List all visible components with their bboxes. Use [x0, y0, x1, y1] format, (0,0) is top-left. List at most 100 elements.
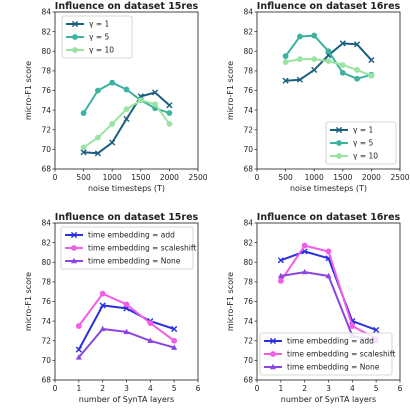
panel-3-ytick-label: 78: [41, 278, 51, 287]
panel-1-xtick-label: 1500: [131, 173, 150, 182]
panel-2-ytick-label: 74: [243, 106, 253, 115]
panel-4-ytick-label: 74: [243, 317, 253, 326]
panel-4-legend-label: time embedding = scaleshift: [287, 350, 395, 359]
panel-1-ytick-label: 76: [41, 86, 51, 95]
panel-1-ytick-label: 82: [41, 27, 51, 36]
panel-3-series-1-point: [75, 346, 82, 353]
panel-1-series-1-point: [123, 115, 130, 123]
panel-3-ytick-label: 70: [41, 356, 51, 365]
panel-1-legend-label: γ = 10: [89, 46, 114, 55]
panel-3-legend-box: [60, 226, 194, 270]
panel-1-series-1-point: [152, 89, 159, 96]
panel-3-series-3-point: [75, 354, 82, 360]
panel-3-series-1-point: [99, 302, 106, 309]
panel-3-xlabel: number of SynTA layers: [79, 395, 174, 404]
panel-3-series-2-point: [171, 337, 178, 344]
panel-1-ytick-label: 70: [41, 145, 51, 154]
panel-1-series-1-line: [83, 91, 171, 155]
panel-3-ytick-label: 76: [41, 297, 51, 306]
panel-1-ytick-label: 84: [41, 8, 51, 17]
panel-3-ytick-label: 68: [41, 376, 51, 385]
panel-4-xtick-label: 1: [278, 384, 283, 393]
panel-3-ytick-label: 74: [41, 317, 51, 326]
panel-2-xtick-label: 1500: [333, 173, 352, 182]
panel-2-xtick-label: 0: [255, 173, 260, 182]
panel-1-ylabel: micro-F1 score: [24, 61, 33, 120]
panel-1-series-1-point: [80, 149, 87, 156]
panel-4-ytick-label: 84: [243, 219, 253, 228]
panel-1-series-3-point: [152, 101, 159, 108]
panel-3-xtick-label: 0: [53, 384, 58, 393]
panel-4-series-2-point: [325, 248, 332, 255]
panel-3-series-2-point: [75, 323, 82, 329]
panel-1-legend: γ = 1 γ = 5 γ = 10: [61, 15, 133, 59]
panel-4-legend-marker: [270, 363, 276, 370]
panel-1-xlabel: noise timesteps (T): [88, 184, 165, 193]
panel-1-xtick-label: 2500: [188, 173, 207, 182]
panel-3-xtick-label: 2: [100, 384, 105, 393]
panel-2-ytick-label: 82: [243, 27, 253, 36]
panel-1-series-1-point: [166, 102, 173, 109]
panel-4-xtick-label: 5: [374, 384, 379, 393]
panel-2-series-3-point: [339, 62, 346, 68]
panel-4-title: Influence on dataset 16res: [257, 212, 401, 223]
panel-3-legend-marker: [71, 257, 77, 264]
panel-3-series-3-point: [123, 328, 130, 335]
panel-4-ytick-label: 68: [243, 376, 253, 385]
panel-3-ytick-label: 84: [41, 219, 51, 228]
panel-2-series-2-point: [311, 32, 318, 39]
panel-3-series-2-point: [147, 320, 154, 326]
panel-2-series-1-point: [368, 56, 375, 64]
panel-3-legend: time embedding = add time embedding = sca…: [60, 226, 196, 270]
panel-3-legend-marker: [71, 245, 77, 251]
panel-2-xtick-label: 2000: [362, 173, 381, 182]
panel-3-series-1-point: [171, 325, 178, 333]
panel-3-legend-label: time embedding = None: [88, 257, 181, 266]
panel-4-xtick-label: 2: [302, 384, 307, 393]
panel-3-ytick-label: 80: [41, 258, 51, 267]
panel-3-series-2-point: [99, 290, 106, 297]
panel-2-legend-box: [325, 121, 397, 165]
panel-4-legend-label: time embedding = None: [287, 363, 380, 372]
panel-1-xtick-label: 2000: [160, 173, 179, 182]
panel-1-ytick-label: 78: [41, 67, 51, 76]
panel-1-series-2-point: [123, 86, 130, 93]
panel-2-legend: γ = 1 γ = 5 γ = 10: [325, 121, 397, 165]
panel-3-legend-label: time embedding = add: [88, 231, 175, 240]
panel-1-title: Influence on dataset 15res: [55, 1, 199, 12]
panel-1-series-3-point: [166, 120, 173, 127]
panel-4-ytick-label: 70: [243, 356, 253, 365]
panel-1-ytick-label: 80: [41, 47, 51, 56]
panel-4-legend-label: time embedding = add: [287, 337, 374, 346]
panel-2-series-1-point: [354, 41, 361, 48]
panel-1-series-3-point: [109, 120, 116, 127]
panel-1-series-2-point: [166, 110, 173, 116]
panel-2-ylabel: micro-F1 score: [226, 61, 235, 120]
panel-3-ylabel: micro-F1 score: [24, 272, 33, 331]
panel-4-series-2-point: [349, 323, 356, 329]
panel-4-series-1-point: [277, 257, 284, 264]
panel-1-legend-label: γ = 5: [89, 33, 109, 42]
panel-2-legend-label: γ = 1: [353, 126, 373, 135]
panel-1-legend-marker: [72, 34, 78, 40]
panel-3-series-3-point: [147, 337, 154, 343]
panel-1-xtick-label: 0: [53, 173, 58, 182]
panel-2-xlabel: noise timesteps (T): [290, 184, 367, 193]
panel-2-series-2-point: [354, 75, 360, 82]
panel-4-xtick-label: 0: [255, 384, 260, 393]
panel-1-series-2-point: [80, 110, 87, 116]
panel-4-ytick-label: 78: [243, 278, 253, 287]
panel-2-xtick-label: 500: [278, 173, 293, 182]
panel-2-title: Influence on dataset 16res: [257, 1, 401, 12]
panel-3-ytick-label: 72: [41, 336, 51, 345]
panel-1-xtick-label: 1000: [103, 173, 122, 182]
panel-2-legend-marker: [336, 153, 342, 159]
panel-2-series-3-point: [325, 58, 332, 64]
panel-1-legend-label: γ = 1: [89, 20, 109, 29]
panel-4-series-1-line: [280, 250, 377, 331]
panel-4-legend-marker: [270, 351, 276, 357]
panel-2-ytick-label: 68: [243, 165, 253, 174]
panel-1-series-3-point: [137, 97, 144, 104]
panel-1-ytick-label: 68: [41, 165, 51, 174]
